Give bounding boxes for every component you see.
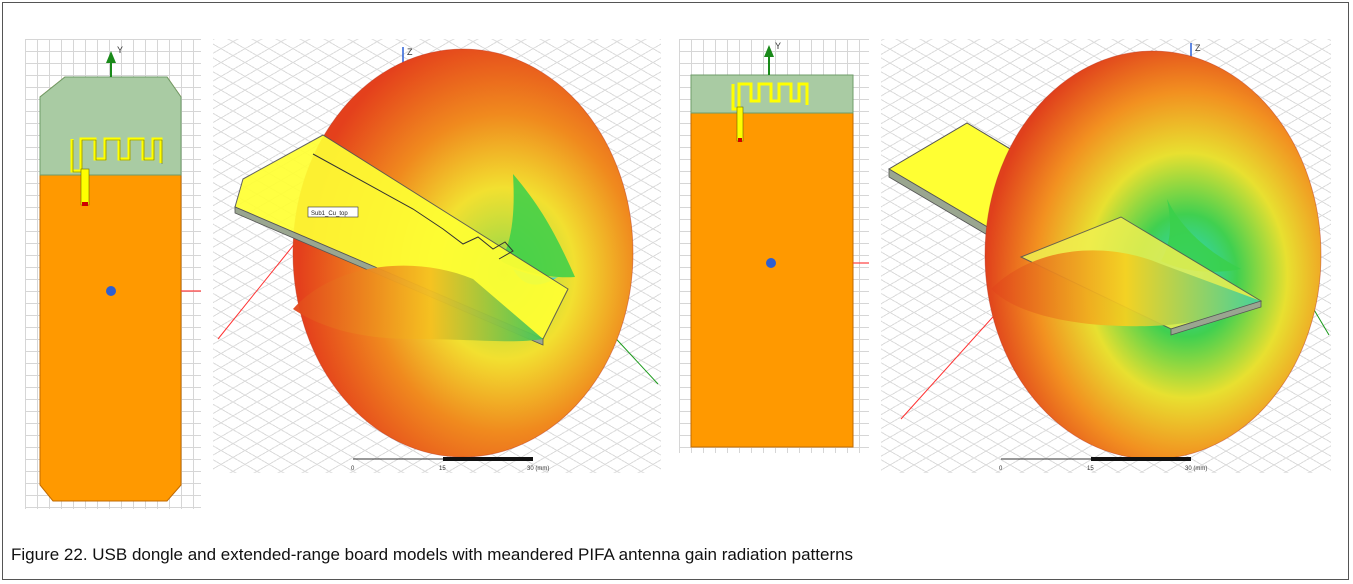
scale-bar-dark xyxy=(443,457,533,461)
scale-bar-dark xyxy=(1091,457,1191,461)
meander-antenna-trace xyxy=(731,82,809,111)
scale-tick-15: 15 xyxy=(1087,466,1094,472)
pattern-front-lobe xyxy=(293,265,543,342)
extended-range-3d-pattern: Z 0 15 30 (mm) xyxy=(881,39,1331,473)
figure-caption: Figure 22. USB dongle and extended-range… xyxy=(11,545,854,564)
antenna-feed-trace xyxy=(80,168,90,206)
scale-tick-0: 0 xyxy=(351,466,355,472)
z-axis-label: Z xyxy=(1195,43,1201,53)
usb-dongle-top-view: Y xyxy=(25,39,201,509)
board-label: Sub1_Cu_top xyxy=(311,211,348,217)
antenna-keepout-area xyxy=(39,76,182,176)
pcb-plane xyxy=(234,134,569,340)
scale-tick-0: 0 xyxy=(999,466,1003,472)
usb-dongle-3d-pattern: Z Sub1_Cu_top 0 15 30 (mm) xyxy=(213,39,661,473)
y-axis-label: Y xyxy=(117,45,123,55)
scale-tick-30: 30 (mm) xyxy=(527,466,549,472)
feed-port xyxy=(82,202,88,206)
origin-marker xyxy=(766,258,776,268)
extended-range-top-view-drawing: Y xyxy=(690,41,869,448)
scale-tick-15: 15 xyxy=(439,466,446,472)
usb-dongle-3d-drawing: Z Sub1_Cu_top 0 15 30 (mm) xyxy=(217,47,659,472)
z-axis-label: Z xyxy=(407,47,413,57)
pattern-front-lobe xyxy=(991,250,1261,327)
board-label-box xyxy=(307,206,359,218)
origin-marker xyxy=(106,286,116,296)
extended-range-3d-drawing: Z 0 15 30 (mm) xyxy=(888,43,1330,472)
extended-range-top-view: Y xyxy=(679,39,869,453)
feed-port xyxy=(738,138,742,142)
y-axis-label: Y xyxy=(775,41,781,51)
scale-tick-30: 30 (mm) xyxy=(1185,466,1207,472)
meander-antenna-outline xyxy=(312,153,514,260)
usb-dongle-top-view-drawing: Y xyxy=(39,45,201,502)
pattern-null-region xyxy=(501,174,575,278)
antenna-feed-trace xyxy=(736,106,744,142)
meander-antenna-trace xyxy=(70,137,163,173)
